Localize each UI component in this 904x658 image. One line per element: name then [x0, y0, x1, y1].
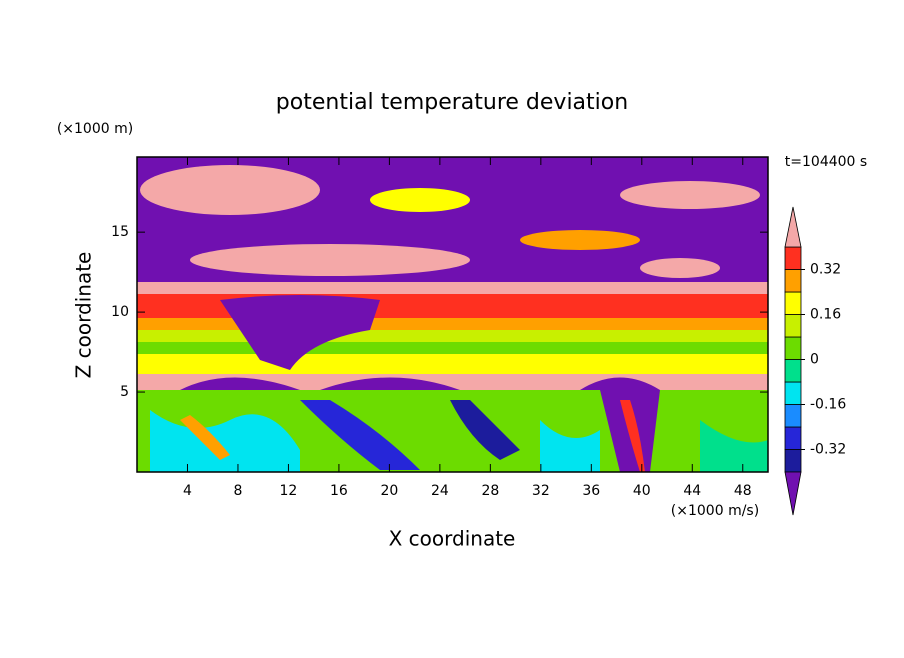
colorbar-segment [784, 404, 802, 428]
colorbar-tick-label: 0.32 [810, 262, 841, 278]
x-tick-label: 20 [380, 483, 398, 499]
y-axis-label: Z coordinate [72, 252, 96, 379]
colorbar-segment [784, 269, 802, 293]
colorbar-tick-label: 0 [810, 352, 819, 368]
colorbar-tick-label: -0.32 [810, 442, 846, 458]
x-unit: (×1000 m/s) [671, 503, 759, 519]
y-tick-label: 5 [120, 384, 129, 400]
colorbar-segment [784, 359, 802, 383]
x-tick-label: 16 [330, 483, 348, 499]
x-tick-label: 12 [280, 483, 298, 499]
x-tick-label: 44 [683, 483, 701, 499]
colorbar-segment [784, 336, 802, 360]
colorbar-segment [784, 291, 802, 315]
colorbar-segment [784, 381, 802, 405]
x-tick-label: 4 [183, 483, 192, 499]
colorbar-tick-label: -0.16 [810, 397, 846, 413]
x-tick-label: 28 [481, 483, 499, 499]
colorbar-segment [784, 426, 802, 450]
colorbar-tick-label: 0.16 [810, 307, 841, 323]
y-tick-label: 10 [111, 304, 129, 320]
x-tick-label: 32 [532, 483, 550, 499]
x-tick-label: 48 [734, 483, 752, 499]
colorbar-segment [784, 449, 802, 473]
colorbar-over [784, 206, 802, 248]
colorbar-segment [784, 246, 802, 270]
x-tick-label: 40 [633, 483, 651, 499]
y-tick-label: 15 [111, 224, 129, 240]
x-tick-label: 36 [582, 483, 600, 499]
colorbar-segment [784, 314, 802, 338]
colorbar-under [784, 471, 802, 516]
x-tick-label: 24 [431, 483, 449, 499]
chart-title: potential temperature deviation [276, 90, 628, 115]
y-unit: (×1000 m) [57, 121, 133, 137]
plot-frame [136, 156, 769, 473]
x-tick-label: 8 [233, 483, 242, 499]
x-axis-label: X coordinate [389, 527, 516, 551]
contour-field [137, 157, 768, 472]
annotation: t=104400 s [785, 154, 867, 170]
